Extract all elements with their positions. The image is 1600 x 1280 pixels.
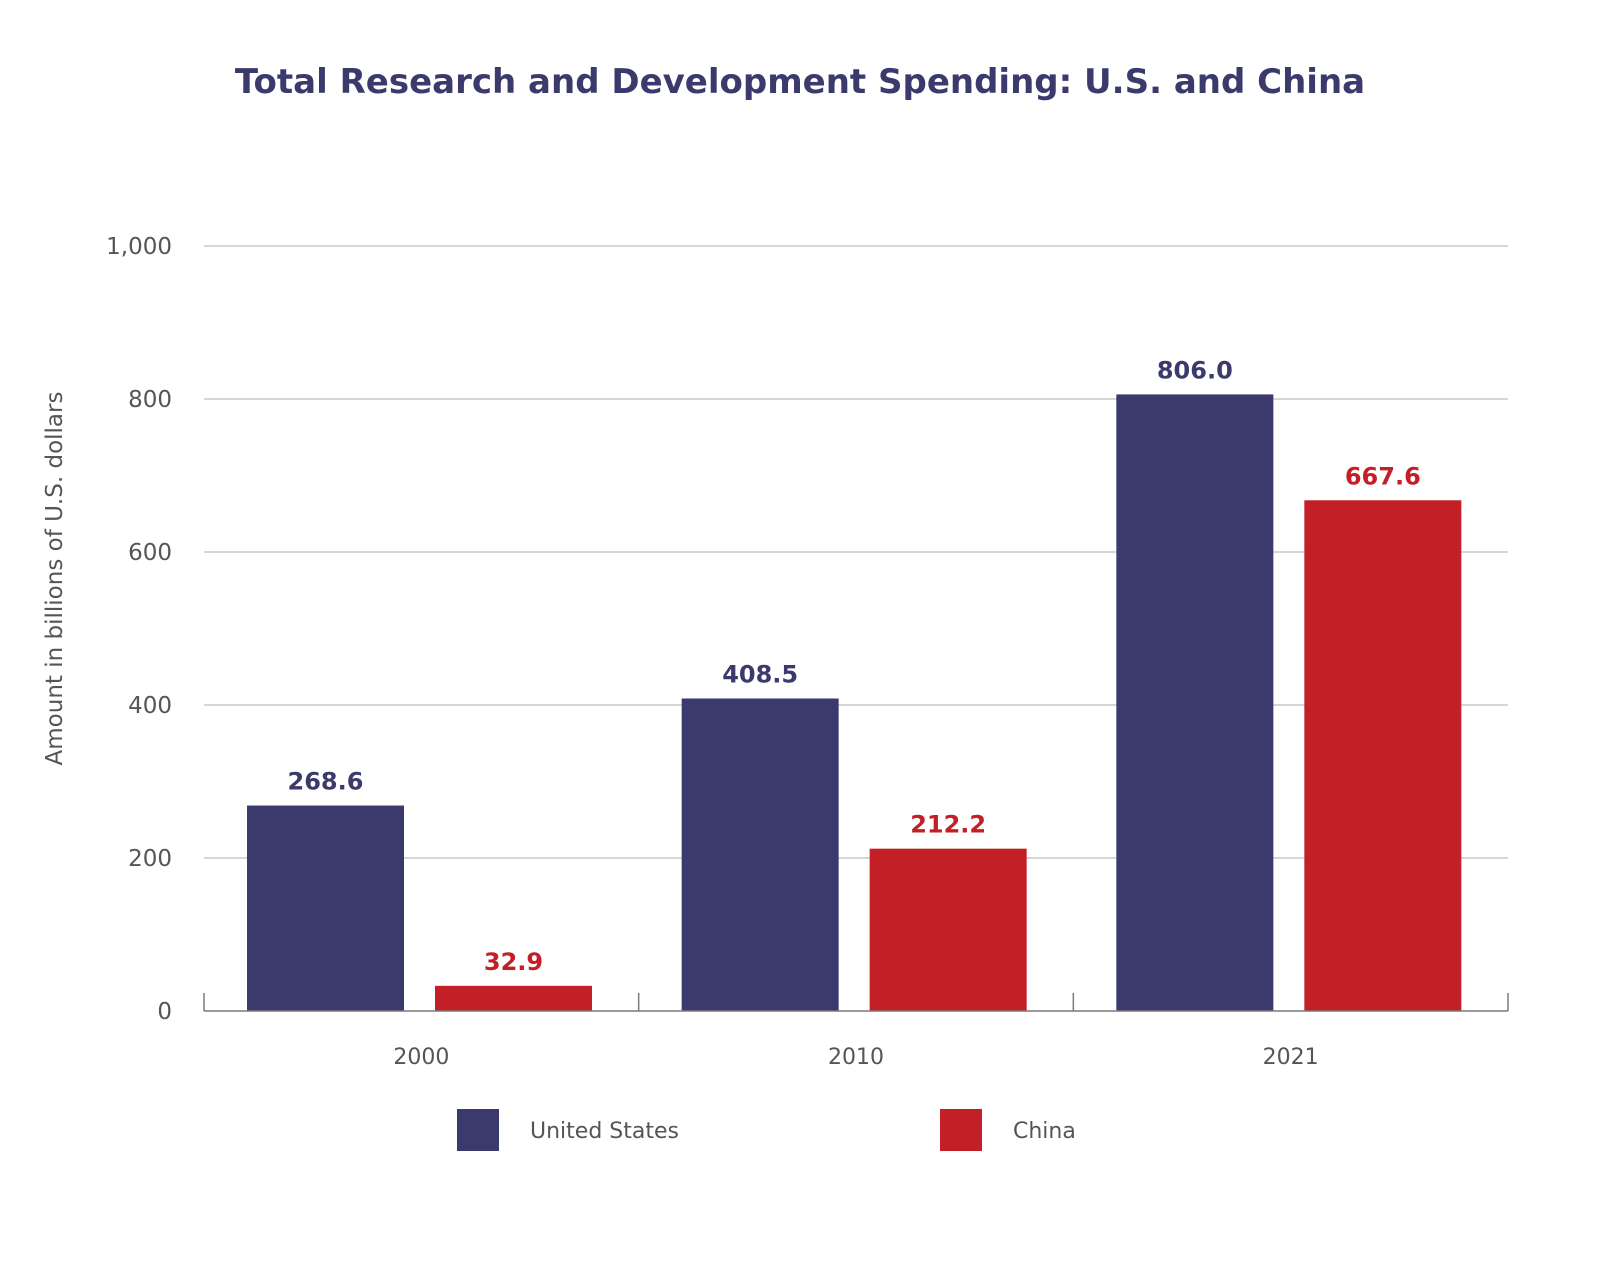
bar-china-2010 <box>869 848 1027 1011</box>
legend: United States China <box>457 1109 1076 1151</box>
legend-label: China <box>1013 1119 1076 1144</box>
x-axis <box>203 993 1509 1012</box>
data-label: 32.9 <box>484 948 543 976</box>
data-label: 806.0 <box>1157 356 1233 384</box>
x-axis-ticks: 2000 2010 2021 <box>393 1045 1318 1070</box>
y-axis-title: Amount in billions of U.S. dollars <box>42 392 68 766</box>
y-tick-label: 0 <box>157 999 172 1025</box>
y-tick-label: 400 <box>128 693 172 719</box>
gridlines <box>204 245 1508 859</box>
chart-title: Total Research and Development Spending:… <box>234 62 1366 102</box>
y-tick-label: 1,000 <box>106 234 172 260</box>
bar-united-states-2000 <box>247 805 404 1011</box>
x-tick-label: 2000 <box>393 1045 449 1070</box>
data-label: 667.6 <box>1345 462 1421 490</box>
bar-united-states-2021 <box>1116 394 1274 1011</box>
data-label: 212.2 <box>910 811 986 839</box>
x-tick-label: 2021 <box>1263 1045 1319 1070</box>
bar-china-2000 <box>435 985 592 1011</box>
bar-united-states-2010 <box>681 698 839 1011</box>
legend-label: United States <box>530 1119 679 1144</box>
y-tick-label: 600 <box>128 540 172 566</box>
data-label: 268.6 <box>288 768 364 796</box>
y-axis-ticks: 0 200 400 600 800 1,000 <box>106 234 172 1025</box>
x-tick-label: 2010 <box>828 1045 884 1070</box>
y-tick-label: 200 <box>128 846 172 872</box>
data-label: 408.5 <box>722 660 798 688</box>
legend-swatch <box>457 1109 499 1151</box>
y-tick-label: 800 <box>128 387 172 413</box>
legend-swatch <box>940 1109 982 1151</box>
bar-china-2021 <box>1304 500 1462 1011</box>
bars: 268.6 32.9 408.5 212.2 806.0 667.6 <box>247 356 1462 1011</box>
